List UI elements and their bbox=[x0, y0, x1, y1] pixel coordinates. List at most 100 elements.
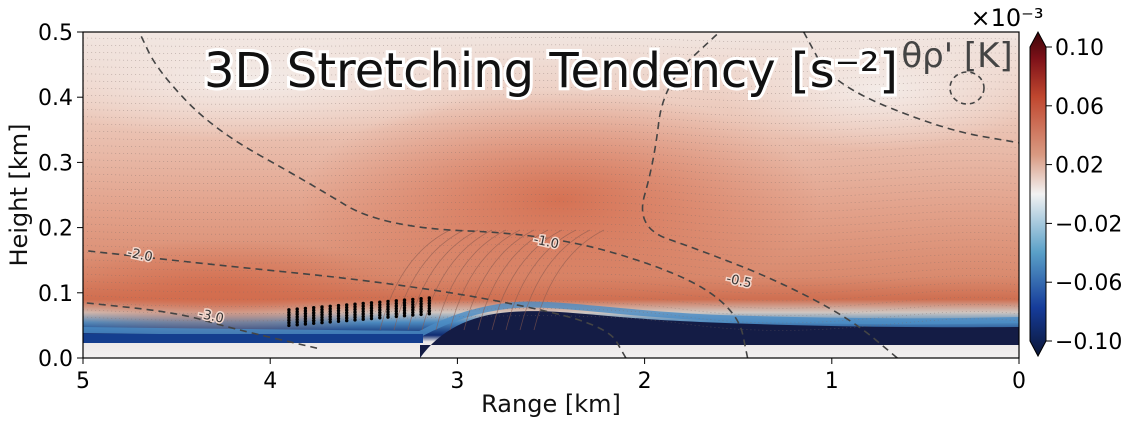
dot-marker bbox=[419, 302, 423, 306]
streamlines bbox=[83, 37, 1019, 331]
dot-marker bbox=[427, 304, 431, 308]
dot-marker bbox=[386, 302, 390, 306]
dot-marker bbox=[336, 311, 341, 316]
dot-marker bbox=[320, 307, 324, 312]
colorbar: ×10⁻³ 0.10 0.06 0.02 −0.02 −0.06 −0.10 bbox=[971, 4, 1122, 358]
dot-marker bbox=[320, 320, 324, 325]
streamline bbox=[463, 229, 535, 331]
dot-marker bbox=[361, 312, 365, 316]
dot-marker bbox=[386, 312, 390, 317]
dot-marker bbox=[419, 299, 423, 303]
streamline bbox=[407, 229, 479, 331]
x-tick-label: 0 bbox=[1012, 369, 1026, 394]
dot-marker bbox=[411, 305, 415, 309]
dot-marker bbox=[345, 308, 349, 312]
dot-marker bbox=[361, 307, 365, 311]
dot-marker bbox=[295, 307, 299, 311]
dot-marker bbox=[378, 303, 382, 307]
dot-marker bbox=[378, 300, 382, 304]
dot-marker bbox=[303, 319, 308, 324]
dot-marker bbox=[312, 311, 316, 315]
dot-marker bbox=[402, 311, 407, 315]
y-tick-label: 0.3 bbox=[38, 151, 73, 176]
dot-marker bbox=[419, 310, 423, 314]
dot-marker bbox=[287, 315, 291, 320]
dot-marker bbox=[361, 309, 365, 314]
colorbar-tick-label: −0.02 bbox=[1055, 212, 1122, 237]
dot-marker bbox=[287, 310, 291, 315]
y-tick-label: 0.0 bbox=[38, 347, 73, 372]
dot-marker bbox=[369, 314, 374, 318]
dot-marker bbox=[378, 316, 382, 320]
dot-marker bbox=[411, 310, 415, 315]
dot-marker bbox=[353, 313, 357, 317]
dot-marker bbox=[303, 311, 308, 316]
dot-marker bbox=[303, 306, 308, 311]
contour-label: -2.0 bbox=[126, 245, 154, 265]
dot-marker bbox=[320, 310, 324, 314]
dot-marker bbox=[328, 312, 332, 316]
colorbar-tick-label: −0.10 bbox=[1055, 330, 1122, 355]
dot-marker bbox=[320, 315, 324, 320]
y-tick-label: 0.2 bbox=[38, 217, 73, 242]
positive-tendency-region-left bbox=[83, 240, 420, 340]
dot-marker bbox=[394, 306, 398, 311]
dot-marker bbox=[336, 309, 341, 313]
dot-marker bbox=[427, 306, 431, 311]
positive-tendency-region-mid bbox=[300, 90, 820, 310]
dot-marker bbox=[369, 309, 374, 313]
dot-marker bbox=[402, 301, 407, 305]
contour-label: -3.0 bbox=[197, 307, 225, 327]
dot-marker bbox=[353, 315, 357, 319]
streamline bbox=[83, 265, 1019, 279]
dot-marker bbox=[394, 299, 398, 303]
streamline bbox=[533, 229, 605, 331]
highlighted-dots bbox=[287, 296, 431, 328]
streamline bbox=[449, 229, 521, 331]
dot-marker bbox=[303, 309, 308, 313]
streamline bbox=[83, 315, 1019, 331]
contour-line bbox=[83, 249, 627, 358]
dot-marker bbox=[312, 316, 316, 320]
dot-marker bbox=[345, 311, 349, 315]
dot-marker bbox=[353, 305, 357, 309]
dot-marker bbox=[419, 297, 423, 301]
dot-marker bbox=[328, 307, 332, 311]
dot-marker bbox=[369, 301, 374, 305]
dot-marker bbox=[378, 305, 382, 310]
dot-marker bbox=[402, 298, 407, 302]
dot-marker bbox=[295, 310, 299, 314]
contour-label: -1.0 bbox=[532, 232, 560, 252]
dot-marker bbox=[320, 313, 324, 317]
dot-marker bbox=[345, 316, 349, 320]
dot-marker bbox=[287, 323, 291, 328]
dot-marker bbox=[427, 298, 431, 303]
dot-marker bbox=[378, 308, 382, 312]
dot-marker bbox=[328, 315, 332, 319]
dot-marker bbox=[295, 317, 299, 322]
x-axis-ticks: 5 4 3 2 1 0 bbox=[76, 358, 1026, 394]
dot-marker bbox=[402, 314, 407, 318]
dot-marker bbox=[295, 312, 299, 316]
dot-marker bbox=[328, 304, 332, 308]
dot-marker bbox=[320, 318, 324, 322]
streamline bbox=[435, 229, 507, 331]
dot-marker bbox=[287, 318, 291, 322]
dot-marker bbox=[411, 302, 415, 307]
dot-marker bbox=[312, 319, 316, 323]
chart-title: 3D Stretching Tendency [s⁻²] bbox=[204, 43, 898, 99]
dot-marker bbox=[427, 301, 431, 305]
dot-marker bbox=[386, 299, 390, 304]
dot-marker bbox=[295, 323, 299, 327]
dot-marker bbox=[287, 308, 291, 312]
dot-marker bbox=[312, 308, 316, 312]
dot-marker bbox=[353, 307, 357, 312]
dot-marker bbox=[320, 305, 324, 309]
colorbar-scale-label: ×10⁻³ bbox=[971, 4, 1044, 32]
dot-marker bbox=[336, 306, 341, 310]
dot-marker bbox=[386, 310, 390, 314]
dot-marker bbox=[328, 320, 332, 324]
dot-marker bbox=[361, 317, 365, 321]
